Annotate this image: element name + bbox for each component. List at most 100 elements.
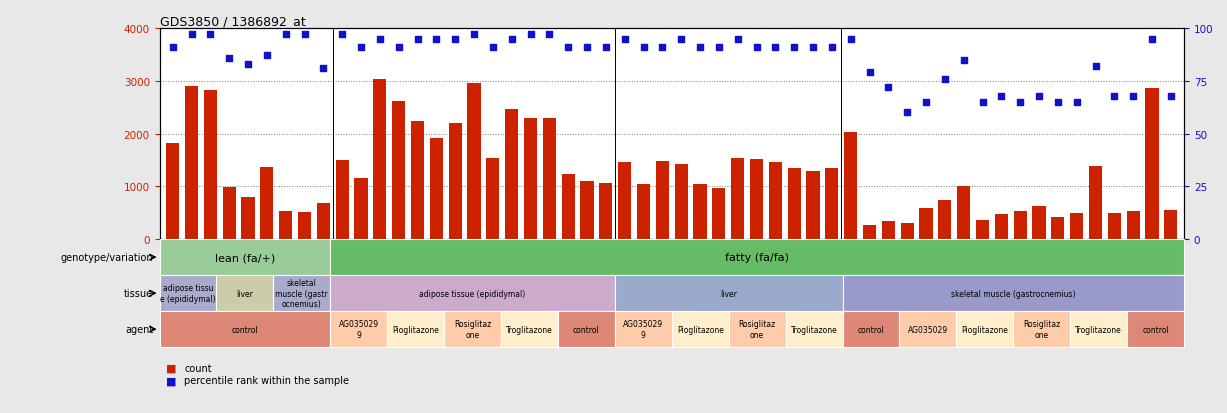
Text: lean (fa/+): lean (fa/+) [215,252,275,263]
Point [935,76,955,83]
Point [520,32,540,38]
Point [502,36,521,43]
Text: percentile rank within the sample: percentile rank within the sample [184,375,348,385]
Point [822,45,842,51]
Point [540,32,560,38]
Point [276,32,296,38]
Bar [956,311,1014,347]
Point [840,36,860,43]
Bar [185,87,198,240]
Bar [160,275,216,311]
Point [314,66,334,72]
Bar [160,240,330,275]
Point [709,45,729,51]
Point [200,32,220,38]
Bar [260,167,274,240]
Bar [826,169,838,240]
Bar [411,122,425,240]
Bar [1014,211,1027,240]
Point [1029,93,1049,100]
Bar [467,84,481,240]
Text: ■: ■ [166,375,177,385]
Text: liver: liver [237,289,253,298]
Bar [882,222,894,240]
Bar [1126,211,1140,240]
Bar [1108,214,1121,240]
Bar [222,188,236,240]
Text: control: control [232,325,258,334]
Text: Pioglitazone: Pioglitazone [677,325,724,334]
Point [182,32,201,38]
Point [163,45,183,51]
Bar [729,311,785,347]
Bar [615,311,672,347]
Point [860,70,880,76]
Text: liver: liver [720,289,737,298]
Bar [317,204,330,240]
Bar [675,164,688,240]
Point [973,99,993,106]
Point [389,45,409,51]
Point [220,55,239,62]
Bar [355,179,368,240]
Point [671,36,691,43]
Bar [615,275,843,311]
Text: AG035029: AG035029 [908,325,948,334]
Bar [501,311,558,347]
Bar [713,189,725,240]
Bar [901,223,914,240]
Point [464,32,483,38]
Bar [279,211,292,240]
Bar [429,139,443,240]
Point [804,45,823,51]
Point [1161,93,1180,100]
Bar [216,275,274,311]
Text: Rosiglitaz
one: Rosiglitaz one [1023,320,1060,339]
Point [371,36,390,43]
Point [445,36,465,43]
Text: GDS3850 / 1386892_at: GDS3850 / 1386892_at [160,15,306,28]
Point [653,45,672,51]
Bar [486,159,499,240]
Bar [373,80,387,240]
Point [747,45,767,51]
Bar [1070,214,1083,240]
Point [333,32,352,38]
Bar [1052,217,1065,240]
Bar [524,119,537,240]
Bar [844,133,858,240]
Bar [843,311,899,347]
Bar [750,159,763,240]
Bar [506,110,518,240]
Text: control: control [1142,325,1169,334]
Bar [449,124,461,240]
Bar [542,119,556,240]
Text: adipose tissu
e (epididymal): adipose tissu e (epididymal) [161,284,216,303]
Point [1104,93,1124,100]
Bar [1088,167,1102,240]
Text: adipose tissue (epididymal): adipose tissue (epididymal) [420,289,525,298]
Bar [957,186,971,240]
Bar [731,159,745,240]
Point [1086,64,1106,70]
Point [784,45,804,51]
Text: Rosiglitaz
one: Rosiglitaz one [454,320,491,339]
Text: skeletal
muscle (gastr
ocnemius): skeletal muscle (gastr ocnemius) [276,279,328,308]
Bar [562,175,574,240]
Bar [160,311,330,347]
Point [596,45,616,51]
Point [879,85,898,91]
Bar [919,209,933,240]
Bar [785,311,843,347]
Point [615,36,634,43]
Bar [637,185,650,240]
Bar [330,275,615,311]
Bar [769,163,782,240]
Text: skeletal muscle (gastrocnemius): skeletal muscle (gastrocnemius) [951,289,1076,298]
Text: AG035029
9: AG035029 9 [339,320,379,339]
Point [1048,99,1067,106]
Bar [599,184,612,240]
Point [691,45,710,51]
Text: genotype/variation: genotype/variation [61,252,153,263]
Point [256,53,276,59]
